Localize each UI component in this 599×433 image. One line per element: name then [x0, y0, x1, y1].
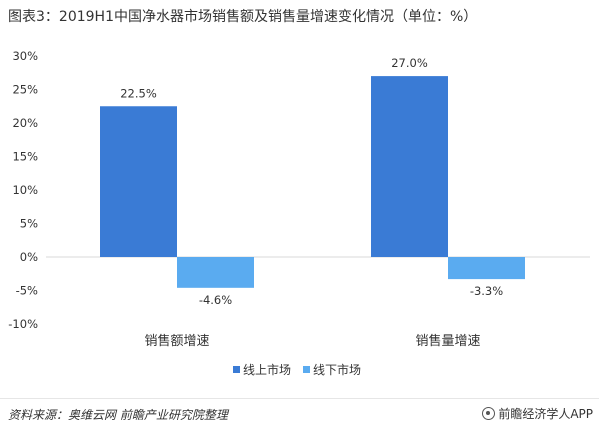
legend-swatch [303, 366, 310, 373]
y-tick-label: 15% [12, 150, 38, 164]
y-tick-label: 0% [20, 250, 38, 264]
category-labels: 销售额增速 销售量增速 [144, 333, 480, 349]
qianzhan-logo-icon [482, 407, 496, 420]
data-label: -4.6% [199, 293, 232, 307]
bar-offline-0 [177, 257, 254, 288]
bar-online-0 [100, 106, 177, 257]
data-label: -3.3% [470, 284, 503, 298]
y-axis: 30% 25% 20% 15% 10% 5% 0% -5% -10% [8, 49, 38, 331]
y-tick-label: 5% [20, 217, 38, 231]
chart-title: 图表3：2019H1中国净水器市场销售额及销售量增速变化情况（单位：%） [8, 9, 478, 25]
data-labels: 22.5% -4.6% 27.0% -3.3% [120, 56, 503, 307]
legend: 线上市场 线下市场 [233, 362, 361, 377]
data-label: 27.0% [391, 56, 428, 70]
y-tick-label: 30% [12, 49, 38, 63]
legend-label: 线下市场 [313, 362, 361, 377]
credit-text: 前瞻经济学人APP [498, 407, 593, 421]
credit: 前瞻经济学人APP [482, 405, 593, 422]
y-tick-label: -10% [8, 317, 38, 331]
legend-label: 线上市场 [243, 362, 291, 377]
y-tick-label: 20% [12, 116, 38, 130]
legend-swatch [233, 366, 240, 373]
bar-offline-1 [448, 257, 525, 280]
category-label: 销售额增速 [144, 333, 209, 349]
data-label: 22.5% [120, 86, 157, 100]
footer-divider [0, 398, 599, 399]
category-label: 销售量增速 [415, 333, 480, 349]
y-tick-label: 10% [12, 183, 38, 197]
bars [100, 76, 525, 288]
source-note: 资料来源：奥维云网 前瞻产业研究院整理 [8, 408, 228, 422]
bar-online-1 [371, 76, 448, 257]
y-tick-label: 25% [12, 83, 38, 97]
bar-chart: 30% 25% 20% 15% 10% 5% 0% -5% -10% 22.5% -4.6% 27.… [8, 49, 590, 377]
y-tick-label: -5% [16, 284, 38, 298]
